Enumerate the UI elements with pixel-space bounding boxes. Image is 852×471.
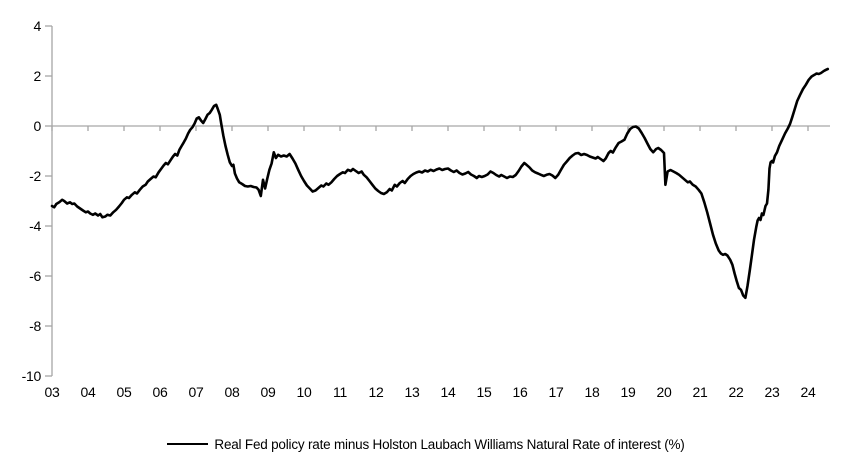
x-tick-label: 20 (657, 384, 672, 400)
y-tick-label: -10 (22, 368, 42, 384)
x-tick-label: 14 (441, 384, 456, 400)
x-tick-label: 22 (729, 384, 744, 400)
x-tick-label: 10 (297, 384, 312, 400)
legend-line-swatch (167, 443, 209, 445)
series-line (50, 67, 830, 300)
y-tick-label: -8 (29, 318, 41, 334)
y-tick-label: -6 (29, 268, 41, 284)
x-tick-label: 07 (189, 384, 204, 400)
y-tick-label: -4 (29, 218, 41, 234)
x-tick-label: 05 (117, 384, 132, 400)
x-tick-label: 17 (549, 384, 564, 400)
x-tick-label: 21 (693, 384, 708, 400)
x-tick-label: 03 (45, 384, 60, 400)
x-tick-label: 24 (801, 384, 816, 400)
y-tick-label: 4 (34, 18, 42, 34)
x-tick-label: 19 (621, 384, 636, 400)
x-tick-label: 23 (765, 384, 780, 400)
x-tick-label: 04 (81, 384, 96, 400)
x-tick-label: 18 (585, 384, 600, 400)
legend-label: Real Fed policy rate minus Holston Lauba… (214, 436, 685, 452)
x-tick-label: 12 (369, 384, 384, 400)
y-tick-label: 0 (34, 118, 42, 134)
x-tick-label: 06 (153, 384, 168, 400)
x-tick-label: 16 (513, 384, 528, 400)
x-tick-label: 15 (477, 384, 492, 400)
y-tick-label: -2 (29, 168, 41, 184)
x-tick-label: 13 (405, 384, 420, 400)
y-tick-label: 2 (34, 68, 42, 84)
legend: Real Fed policy rate minus Holston Lauba… (0, 424, 852, 464)
x-tick-label: 11 (333, 384, 347, 400)
x-tick-label: 08 (225, 384, 240, 400)
x-tick-label: 09 (261, 384, 276, 400)
